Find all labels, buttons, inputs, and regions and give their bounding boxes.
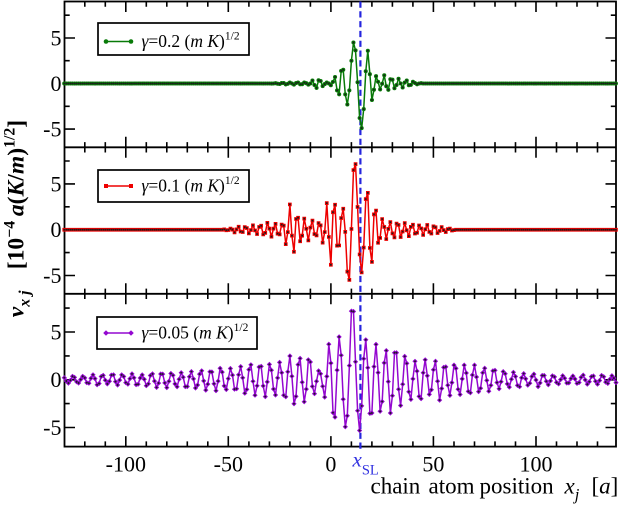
svg-text:0: 0 [51, 71, 62, 96]
svg-text:50: 50 [422, 451, 444, 476]
svg-text:0: 0 [51, 217, 62, 242]
svg-text:xSL: xSL [352, 448, 379, 479]
svg-text:5: 5 [51, 171, 62, 196]
svg-text:5: 5 [51, 319, 62, 344]
svg-text:-5: -5 [43, 415, 61, 440]
svg-text:vx j [10−4 a(K/m)1/2]: vx j [10−4 a(K/m)1/2] [2, 120, 34, 317]
svg-text:-100: -100 [106, 451, 146, 476]
svg-text:0: 0 [51, 367, 62, 392]
svg-text:γ=0.2 (m K)1/2: γ=0.2 (m K)1/2 [142, 31, 240, 52]
svg-text:γ=0.05 (m K)1/2: γ=0.05 (m K)1/2 [142, 322, 249, 343]
svg-text:100: 100 [520, 451, 553, 476]
svg-text:-5: -5 [43, 263, 61, 288]
svg-text:-50: -50 [214, 451, 243, 476]
svg-text:0: 0 [325, 451, 336, 476]
svg-text:γ=0.1 (m K)1/2: γ=0.1 (m K)1/2 [142, 175, 240, 196]
svg-text:-5: -5 [43, 117, 61, 142]
svg-text:5: 5 [51, 25, 62, 50]
